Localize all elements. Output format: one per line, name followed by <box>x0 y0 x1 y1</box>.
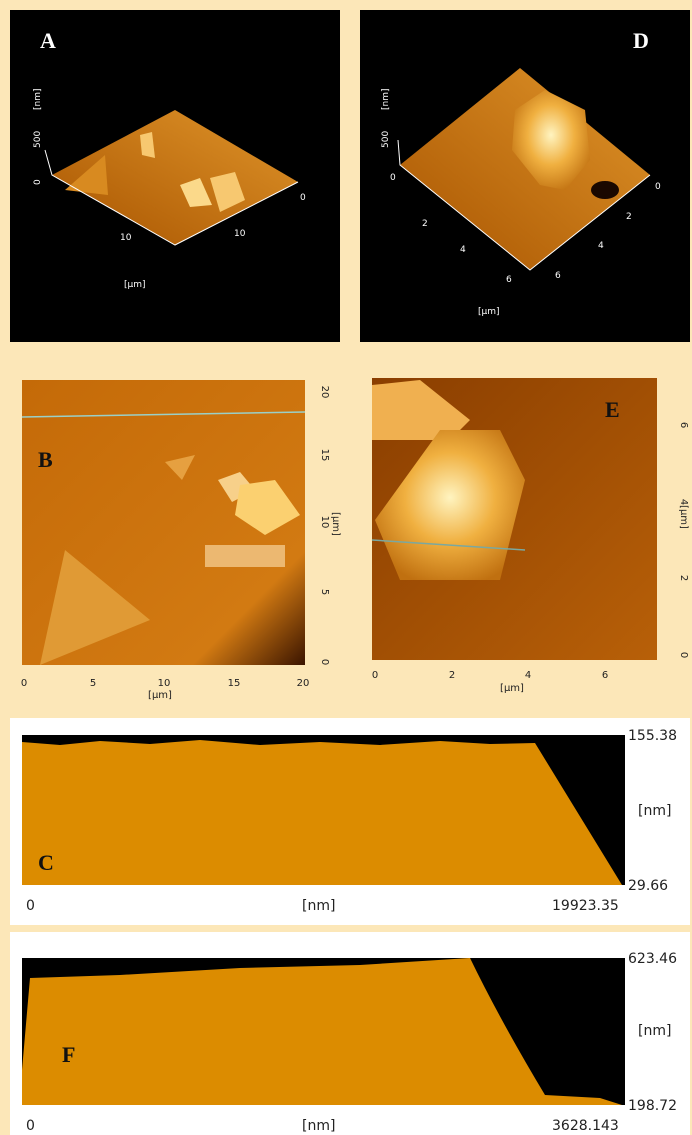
z-unit: [nm] <box>33 89 43 111</box>
profile-c <box>22 740 622 885</box>
tick: 4 <box>460 245 466 255</box>
z-tick: 500 <box>381 131 391 148</box>
y-tick: 10 <box>319 516 330 529</box>
tick: 2 <box>626 212 632 222</box>
z-tick: 0 <box>390 173 396 183</box>
y-max: 155.38 <box>628 728 677 744</box>
panel-label: F <box>62 1042 75 1067</box>
y-min: 198.72 <box>628 1098 677 1114</box>
x-tick: 6 <box>602 670 608 681</box>
y-tick: 20 <box>319 386 330 399</box>
y-tick: 0 <box>319 659 330 665</box>
debris <box>205 545 285 567</box>
y-unit: [nm] <box>638 1023 671 1039</box>
y-min: 29.66 <box>628 878 668 894</box>
x-tick: 2 <box>449 670 455 681</box>
x-tick: 0 <box>21 678 27 689</box>
y-tick: 2 <box>678 575 689 581</box>
z-tick: 0 <box>33 179 43 185</box>
x-unit: [µm] <box>148 690 172 701</box>
x-max: 3628.143 <box>552 1118 619 1134</box>
panel-label: E <box>605 397 620 422</box>
figure: A [nm] 500 0 10 10 0 [µm] D [nm] 500 0 2… <box>0 0 692 1135</box>
tick: 6 <box>506 275 512 285</box>
z-unit: [nm] <box>381 89 391 111</box>
unit: [µm] <box>124 280 146 290</box>
y-tick: 6 <box>678 422 689 428</box>
y-tick: 0 <box>678 652 689 658</box>
tick: 4 <box>598 241 604 251</box>
tick: 0 <box>655 182 661 192</box>
x-unit: [µm] <box>500 683 524 694</box>
panel-label: B <box>38 447 53 472</box>
x-tick: 15 <box>228 678 241 689</box>
tick: 10 <box>120 233 132 243</box>
tick: 10 <box>234 229 246 239</box>
z-tick: 500 <box>33 131 43 148</box>
tick: 6 <box>555 271 561 281</box>
feature <box>591 181 619 199</box>
x-tick: 20 <box>297 678 310 689</box>
y-unit: [µm] <box>330 512 341 536</box>
y-tick: 15 <box>319 449 330 462</box>
tick: 2 <box>422 219 428 229</box>
y-unit: [µm] <box>678 505 689 529</box>
x-tick: 5 <box>90 678 96 689</box>
tick: 0 <box>300 193 306 203</box>
x-unit: [nm] <box>302 898 335 914</box>
x-tick: 10 <box>158 678 171 689</box>
x-min: 0 <box>26 898 35 914</box>
x-max: 19923.35 <box>552 898 619 914</box>
panel-label: A <box>40 28 56 53</box>
panel-label: D <box>633 28 649 53</box>
y-unit: [nm] <box>638 803 671 819</box>
x-tick: 0 <box>372 670 378 681</box>
y-tick: 5 <box>319 589 330 595</box>
x-unit: [nm] <box>302 1118 335 1134</box>
x-min: 0 <box>26 1118 35 1134</box>
unit: [µm] <box>478 307 500 317</box>
y-max: 623.46 <box>628 951 677 967</box>
x-tick: 4 <box>525 670 531 681</box>
panel-label: C <box>38 850 54 875</box>
